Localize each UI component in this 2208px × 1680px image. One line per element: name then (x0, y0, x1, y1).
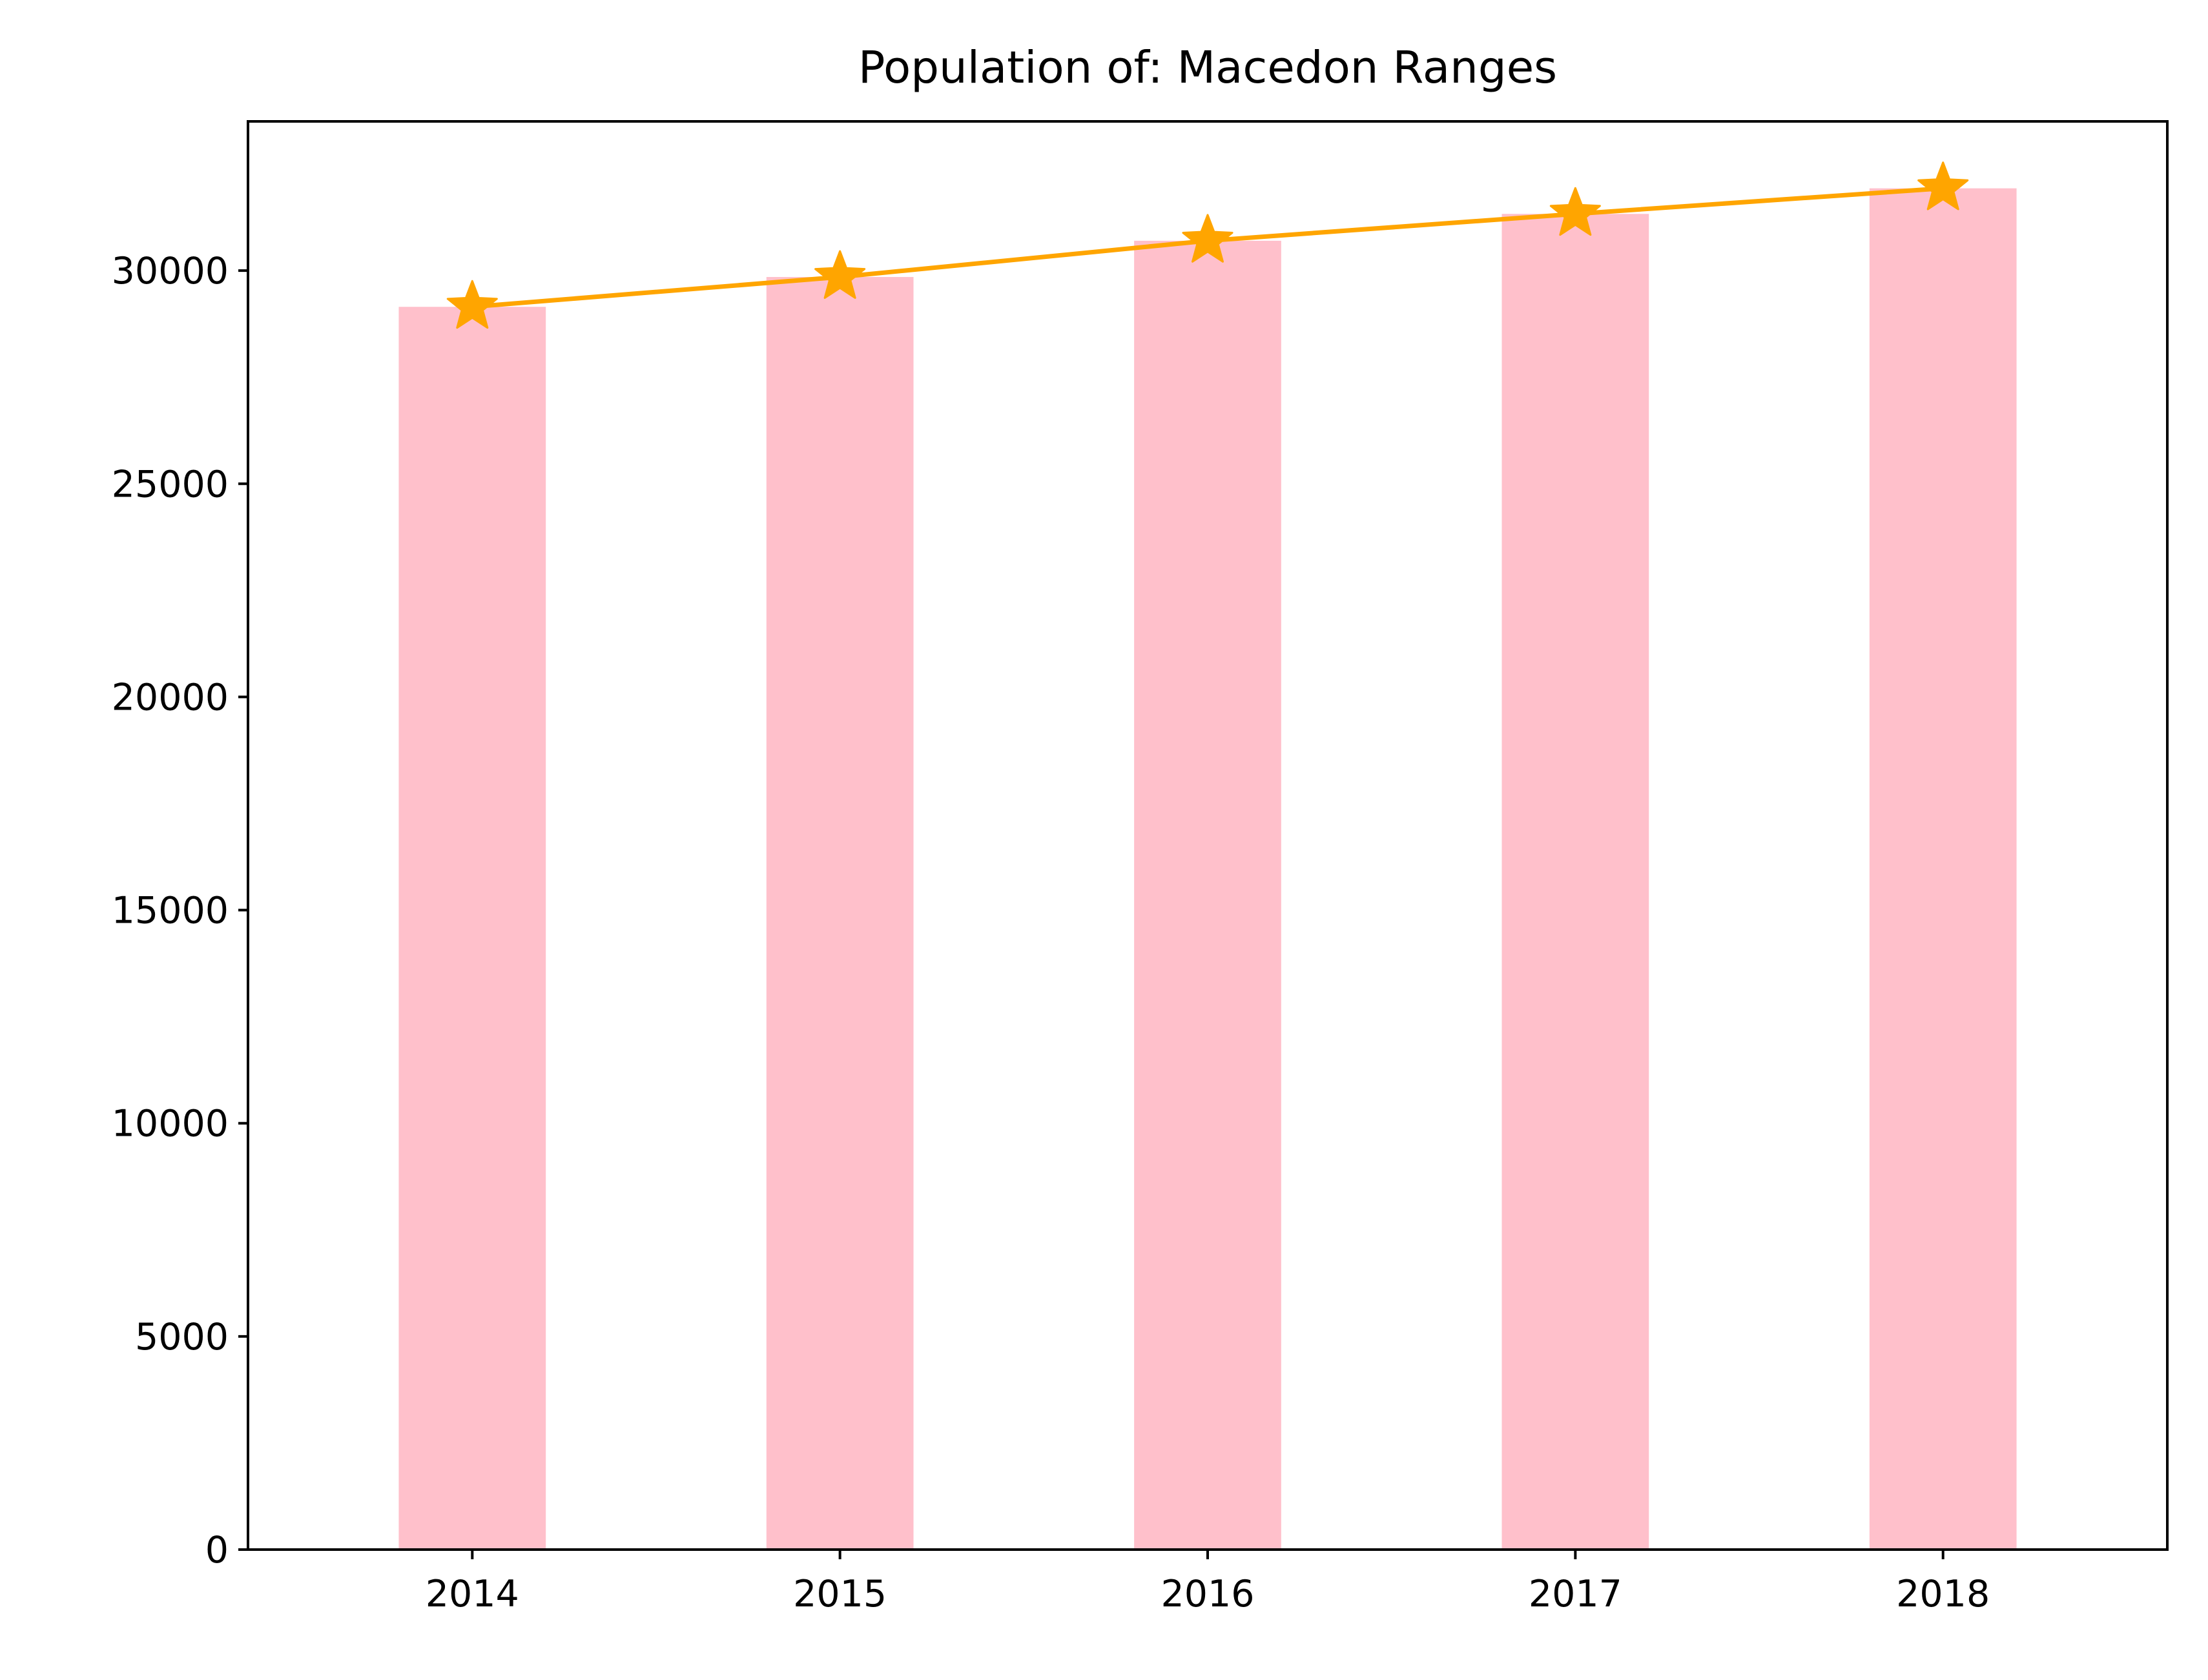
markers-layer (446, 161, 1969, 329)
star-marker-2015 (814, 250, 866, 299)
y-tick-label: 10000 (112, 1103, 229, 1145)
bar-2018 (1869, 188, 2017, 1550)
x-tick-label: 2015 (793, 1573, 887, 1615)
bar-2017 (1501, 214, 1649, 1550)
star-marker-2014 (446, 280, 498, 329)
star-marker-2018 (1917, 161, 1969, 210)
x-tick-label: 2017 (1529, 1573, 1622, 1615)
y-tick-label: 30000 (112, 250, 229, 292)
star-marker-2016 (1182, 214, 1233, 263)
x-tick-label: 2016 (1161, 1573, 1254, 1615)
y-axis-ticks: 0 5000 10000 15000 20000 25000 30000 (112, 250, 248, 1572)
star-marker-2017 (1549, 187, 1601, 236)
y-tick-label: 25000 (112, 463, 229, 506)
y-tick-label: 5000 (135, 1316, 229, 1358)
bar-2016 (1134, 240, 1281, 1550)
y-tick-label: 0 (205, 1529, 229, 1572)
bar-2014 (398, 307, 546, 1550)
x-tick-label: 2018 (1896, 1573, 1990, 1615)
bars-layer (398, 188, 2017, 1550)
x-tick-label: 2014 (426, 1573, 519, 1615)
chart-title: Population of: Macedon Ranges (858, 42, 1557, 94)
y-tick-label: 20000 (112, 676, 229, 719)
y-tick-label: 15000 (112, 890, 229, 932)
bar-2015 (766, 277, 914, 1550)
x-axis-ticks: 2014 2015 2016 2017 2018 (426, 1550, 1990, 1615)
